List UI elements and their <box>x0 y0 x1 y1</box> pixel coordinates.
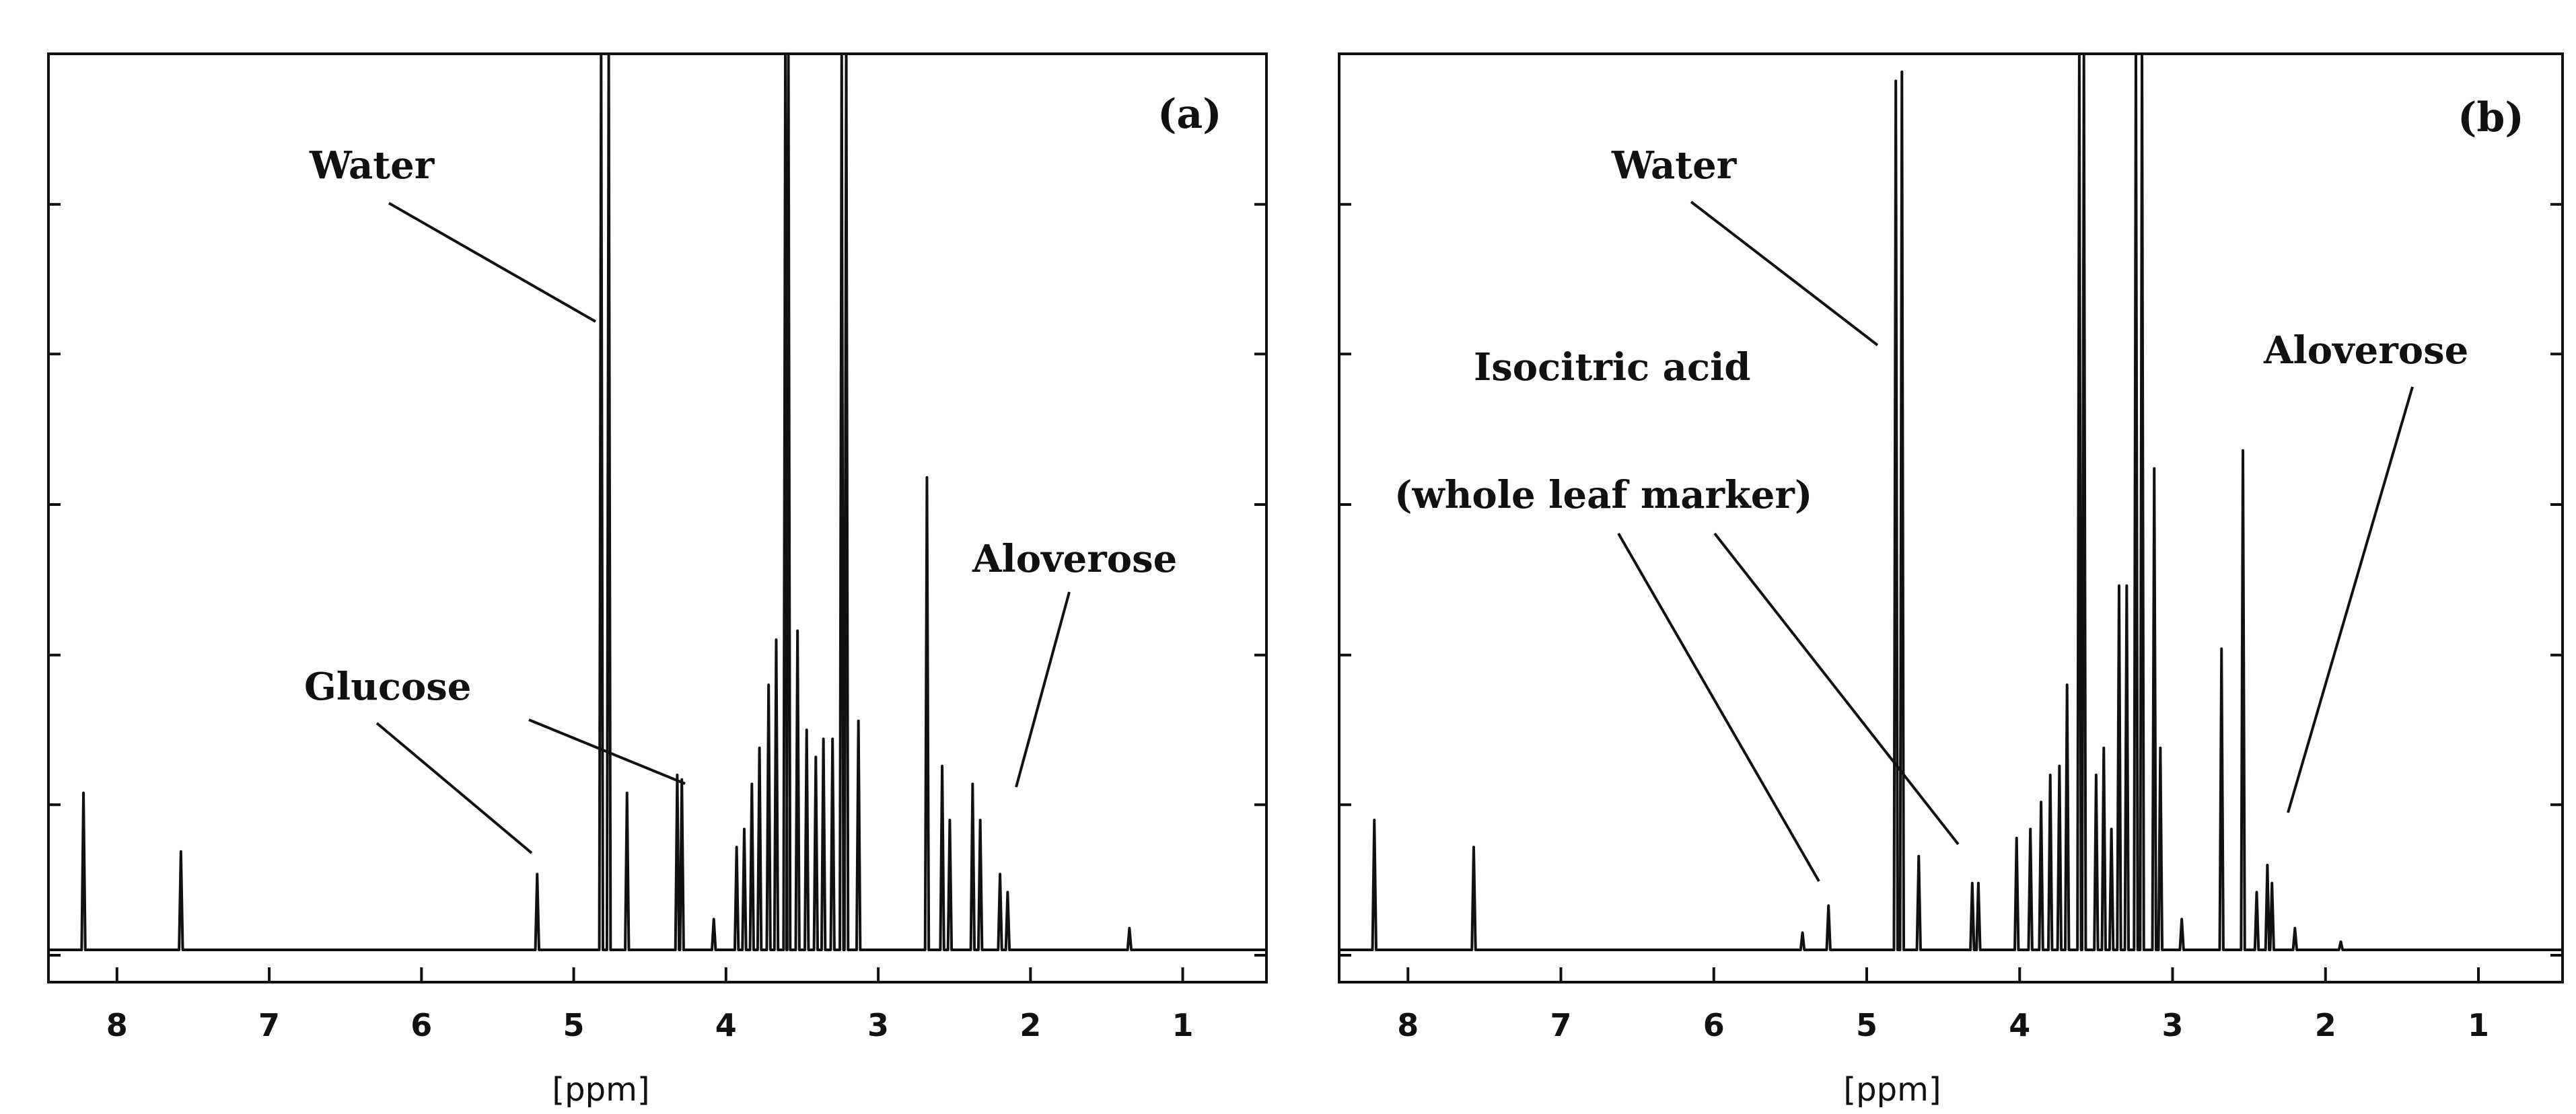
water-annotation-b: Water <box>1611 143 1738 188</box>
water-leader-a <box>388 202 596 323</box>
x-tick-label: 8 <box>1397 1007 1419 1043</box>
x-tick-label: 3 <box>2162 1007 2184 1043</box>
x-axis-b: 8 7 6 5 4 3 2 1 <box>1397 967 2489 1043</box>
x-tick-label: 6 <box>410 1007 432 1043</box>
whole-leaf-marker-annotation-b: (whole leaf marker) <box>1394 473 1812 517</box>
y-axis-b <box>1339 202 2563 957</box>
x-axis-label-b: [ppm] <box>1843 1071 1941 1109</box>
glucose-leader-2-a <box>528 718 686 785</box>
x-axis-label-a: [ppm] <box>552 1071 649 1109</box>
plot-frame-b <box>1338 52 2564 983</box>
x-tick-label: 6 <box>1703 1007 1725 1043</box>
spectrum-panel-a: 8 7 6 5 4 3 2 1 (a) [ppm] Water Glucose Alovero… <box>47 52 1268 1109</box>
aloverose-leader-a <box>1015 591 1071 788</box>
x-tick-label: 2 <box>1019 1007 1041 1043</box>
spectrum-line-b <box>1339 52 2563 951</box>
water-annotation-a: Water <box>309 143 435 188</box>
x-tick-label: 4 <box>715 1007 737 1043</box>
x-tick-label: 2 <box>2315 1007 2336 1043</box>
x-tick-label: 7 <box>258 1007 280 1043</box>
x-tick-label: 5 <box>563 1007 585 1043</box>
y-axis-a <box>48 202 1266 957</box>
x-tick-label: 8 <box>106 1007 128 1043</box>
panel-label-a: (a) <box>1157 91 1222 138</box>
x-tick-label: 4 <box>2009 1007 2030 1043</box>
spectrum-line-a <box>48 52 1266 951</box>
x-tick-label: 1 <box>1172 1007 1194 1043</box>
x-tick-label: 1 <box>2468 1007 2489 1043</box>
x-tick-label: 3 <box>867 1007 889 1043</box>
aloverose-leader-b <box>2287 386 2414 813</box>
x-axis-a: 8 7 6 5 4 3 2 1 <box>106 967 1194 1043</box>
isocitric-leader-1-b <box>1617 533 1820 882</box>
aloverose-annotation-a: Aloverose <box>972 537 1177 581</box>
plot-frame-a <box>47 52 1268 983</box>
isocitric-leader-2-b <box>1713 532 1960 846</box>
glucose-leader-1-a <box>375 722 533 854</box>
glucose-annotation-a: Glucose <box>304 665 471 709</box>
x-tick-label: 5 <box>1856 1007 1877 1043</box>
water-leader-b <box>1690 200 1879 346</box>
isocitric-annotation-b: Isocitric acid <box>1474 345 1751 389</box>
x-tick-label: 7 <box>1550 1007 1572 1043</box>
aloverose-annotation-b: Aloverose <box>2263 328 2468 373</box>
panel-label-b: (b) <box>2458 94 2524 141</box>
